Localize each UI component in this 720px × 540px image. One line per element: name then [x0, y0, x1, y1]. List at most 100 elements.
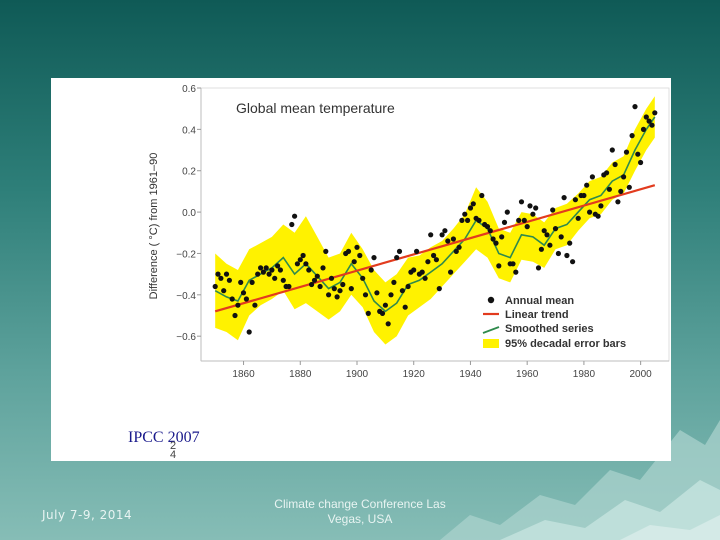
legend-label-smoothed: Smoothed series	[505, 323, 594, 335]
x-tick-label: 1880	[289, 369, 312, 380]
annual-mean-point	[587, 209, 593, 215]
annual-mean-point	[292, 213, 298, 219]
annual-mean-point	[385, 321, 391, 327]
annual-mean-point	[547, 242, 553, 248]
annual-mean-point	[280, 277, 286, 283]
annual-mean-point	[436, 286, 442, 292]
annual-mean-point	[504, 209, 510, 215]
annual-mean-point	[303, 261, 309, 267]
x-tick-label: 1860	[232, 369, 255, 380]
legend-label-annual: Annual mean	[505, 295, 574, 307]
annual-mean-point	[638, 159, 644, 166]
annual-mean-point	[456, 244, 462, 250]
annual-mean-point	[584, 182, 590, 188]
linear-trend-line	[214, 184, 656, 313]
annual-mean-point	[609, 147, 615, 153]
annual-mean-point	[604, 170, 610, 176]
x-tick-label: 1920	[403, 369, 426, 380]
annual-mean-point	[493, 240, 499, 246]
annual-mean-point	[365, 310, 371, 316]
annual-mean-point	[422, 275, 428, 281]
annual-mean-point	[484, 224, 491, 230]
annual-mean-point	[629, 133, 635, 139]
annual-mean-point	[243, 296, 249, 302]
annual-mean-point	[221, 288, 227, 294]
annual-mean-point	[442, 228, 448, 234]
annual-mean-point	[555, 250, 561, 257]
annual-mean-point	[246, 329, 252, 335]
chart-title: Global mean temperature	[236, 100, 395, 116]
annual-mean-point	[433, 257, 439, 263]
annual-mean-point	[334, 294, 340, 300]
annual-mean-point	[635, 151, 641, 157]
annual-mean-point	[570, 259, 576, 265]
annual-mean-point	[240, 290, 247, 296]
annual-mean-point	[513, 269, 519, 275]
annual-mean-point	[632, 104, 638, 110]
annual-mean-point	[272, 275, 278, 281]
annual-mean-point	[368, 267, 374, 273]
annual-mean-point	[581, 192, 587, 199]
annual-mean-point	[510, 261, 516, 267]
annual-mean-point	[567, 240, 573, 246]
annual-mean-point	[263, 265, 269, 271]
annual-mean-point	[258, 265, 264, 271]
annual-mean-point	[490, 236, 496, 242]
annual-mean-point	[252, 302, 258, 308]
annual-mean-point	[232, 312, 238, 319]
annual-mean-point	[621, 174, 627, 180]
annual-mean-point	[527, 203, 533, 209]
annual-mean-point	[382, 302, 388, 308]
annual-mean-point	[275, 263, 281, 269]
footer-date: July 7-9, 2014	[42, 508, 133, 522]
annual-mean-point	[564, 252, 570, 259]
annual-mean-point	[326, 292, 332, 298]
annual-mean-point	[277, 267, 283, 273]
annual-mean-point	[405, 283, 411, 290]
x-tick-label: 1980	[573, 369, 596, 380]
legend: Annual mean Linear trend Smoothed series…	[482, 295, 626, 350]
annual-mean-point	[266, 271, 272, 277]
x-tick-label: 1960	[516, 369, 539, 380]
annual-mean-point	[314, 273, 320, 279]
annual-mean-point	[448, 269, 454, 275]
annual-mean-point	[561, 195, 567, 201]
annual-mean-point	[229, 296, 235, 302]
annual-mean-point	[618, 188, 624, 194]
annual-mean-points	[212, 104, 658, 335]
annual-mean-point	[306, 267, 312, 273]
legend-marker-band	[483, 339, 499, 348]
annual-mean-point	[538, 246, 544, 252]
x-tick-label: 1900	[346, 369, 369, 380]
annual-mean-point	[238, 279, 244, 285]
annual-mean-point	[428, 232, 434, 238]
annual-mean-point	[379, 310, 386, 316]
y-tick-label: 0.4	[182, 125, 196, 136]
side-digit: 4	[170, 449, 177, 461]
x-tick-labels: 1860 1880 1900 1920 1940 1960 1980 2000	[232, 361, 652, 380]
annual-mean-point	[374, 290, 380, 296]
legend-marker-annual	[487, 296, 495, 304]
annual-mean-point	[260, 269, 266, 275]
annual-mean-point	[337, 288, 343, 294]
annual-mean-point	[323, 248, 329, 254]
annual-mean-point	[640, 126, 647, 132]
annual-mean-point	[354, 244, 360, 250]
y-tick-label: 0.0	[182, 208, 196, 219]
annual-mean-point	[462, 211, 468, 217]
annual-mean-point	[544, 232, 550, 238]
annual-mean-point	[550, 207, 556, 213]
annual-mean-point	[649, 122, 655, 128]
annual-mean-point	[357, 252, 363, 259]
legend-label-band: 95% decadal error bars	[505, 338, 626, 350]
annual-mean-point	[371, 255, 377, 261]
y-tick-label: 0.2	[182, 167, 196, 178]
annual-mean-point	[530, 211, 536, 217]
annual-mean-point	[411, 267, 417, 273]
annual-mean-point	[467, 205, 474, 211]
annual-mean-point	[499, 234, 505, 240]
annual-mean-point	[524, 224, 530, 230]
annual-mean-point	[470, 201, 476, 207]
annual-mean-point	[360, 275, 366, 281]
